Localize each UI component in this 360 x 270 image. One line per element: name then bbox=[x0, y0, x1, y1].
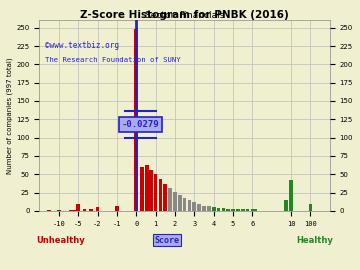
Bar bbox=[89, 209, 93, 211]
Bar bbox=[217, 208, 220, 211]
Bar bbox=[140, 167, 144, 211]
Bar bbox=[72, 210, 76, 211]
Text: Sector: Financials: Sector: Financials bbox=[145, 11, 224, 20]
Bar bbox=[57, 210, 60, 211]
Bar bbox=[207, 207, 211, 211]
Bar bbox=[83, 209, 86, 211]
Bar bbox=[231, 209, 235, 211]
Bar bbox=[193, 202, 196, 211]
Y-axis label: Number of companies (997 total): Number of companies (997 total) bbox=[7, 57, 13, 174]
Bar bbox=[188, 200, 191, 211]
Bar bbox=[289, 202, 293, 211]
Bar bbox=[246, 209, 249, 211]
Bar bbox=[251, 209, 254, 211]
Bar bbox=[159, 179, 162, 211]
Bar bbox=[183, 198, 186, 211]
Title: Z-Score Histogram for PNBK (2016): Z-Score Histogram for PNBK (2016) bbox=[80, 10, 289, 20]
Bar bbox=[289, 180, 293, 211]
Bar bbox=[163, 184, 167, 211]
Bar bbox=[197, 204, 201, 211]
Bar bbox=[226, 209, 230, 211]
Bar bbox=[134, 29, 138, 211]
Bar bbox=[173, 192, 177, 211]
Bar bbox=[154, 174, 157, 211]
Bar bbox=[284, 200, 288, 211]
Bar bbox=[241, 209, 244, 211]
Bar bbox=[47, 210, 51, 211]
Text: Unhealthy: Unhealthy bbox=[37, 236, 85, 245]
Text: The Research Foundation of SUNY: The Research Foundation of SUNY bbox=[45, 57, 181, 63]
Bar bbox=[69, 210, 72, 211]
Bar bbox=[221, 208, 225, 211]
Bar bbox=[145, 166, 149, 211]
Text: -0.0279: -0.0279 bbox=[122, 120, 159, 129]
Text: Score: Score bbox=[155, 236, 180, 245]
Bar bbox=[168, 188, 172, 211]
Bar bbox=[76, 204, 80, 211]
Bar bbox=[202, 206, 206, 211]
Bar bbox=[253, 209, 257, 211]
Bar bbox=[309, 204, 312, 211]
Bar bbox=[212, 207, 216, 211]
Bar bbox=[178, 195, 182, 211]
Text: ©www.textbiz.org: ©www.textbiz.org bbox=[45, 41, 119, 50]
Bar bbox=[115, 206, 119, 211]
Bar bbox=[149, 170, 153, 211]
Bar bbox=[236, 209, 240, 211]
Bar bbox=[96, 207, 99, 211]
Text: Healthy: Healthy bbox=[296, 236, 333, 245]
